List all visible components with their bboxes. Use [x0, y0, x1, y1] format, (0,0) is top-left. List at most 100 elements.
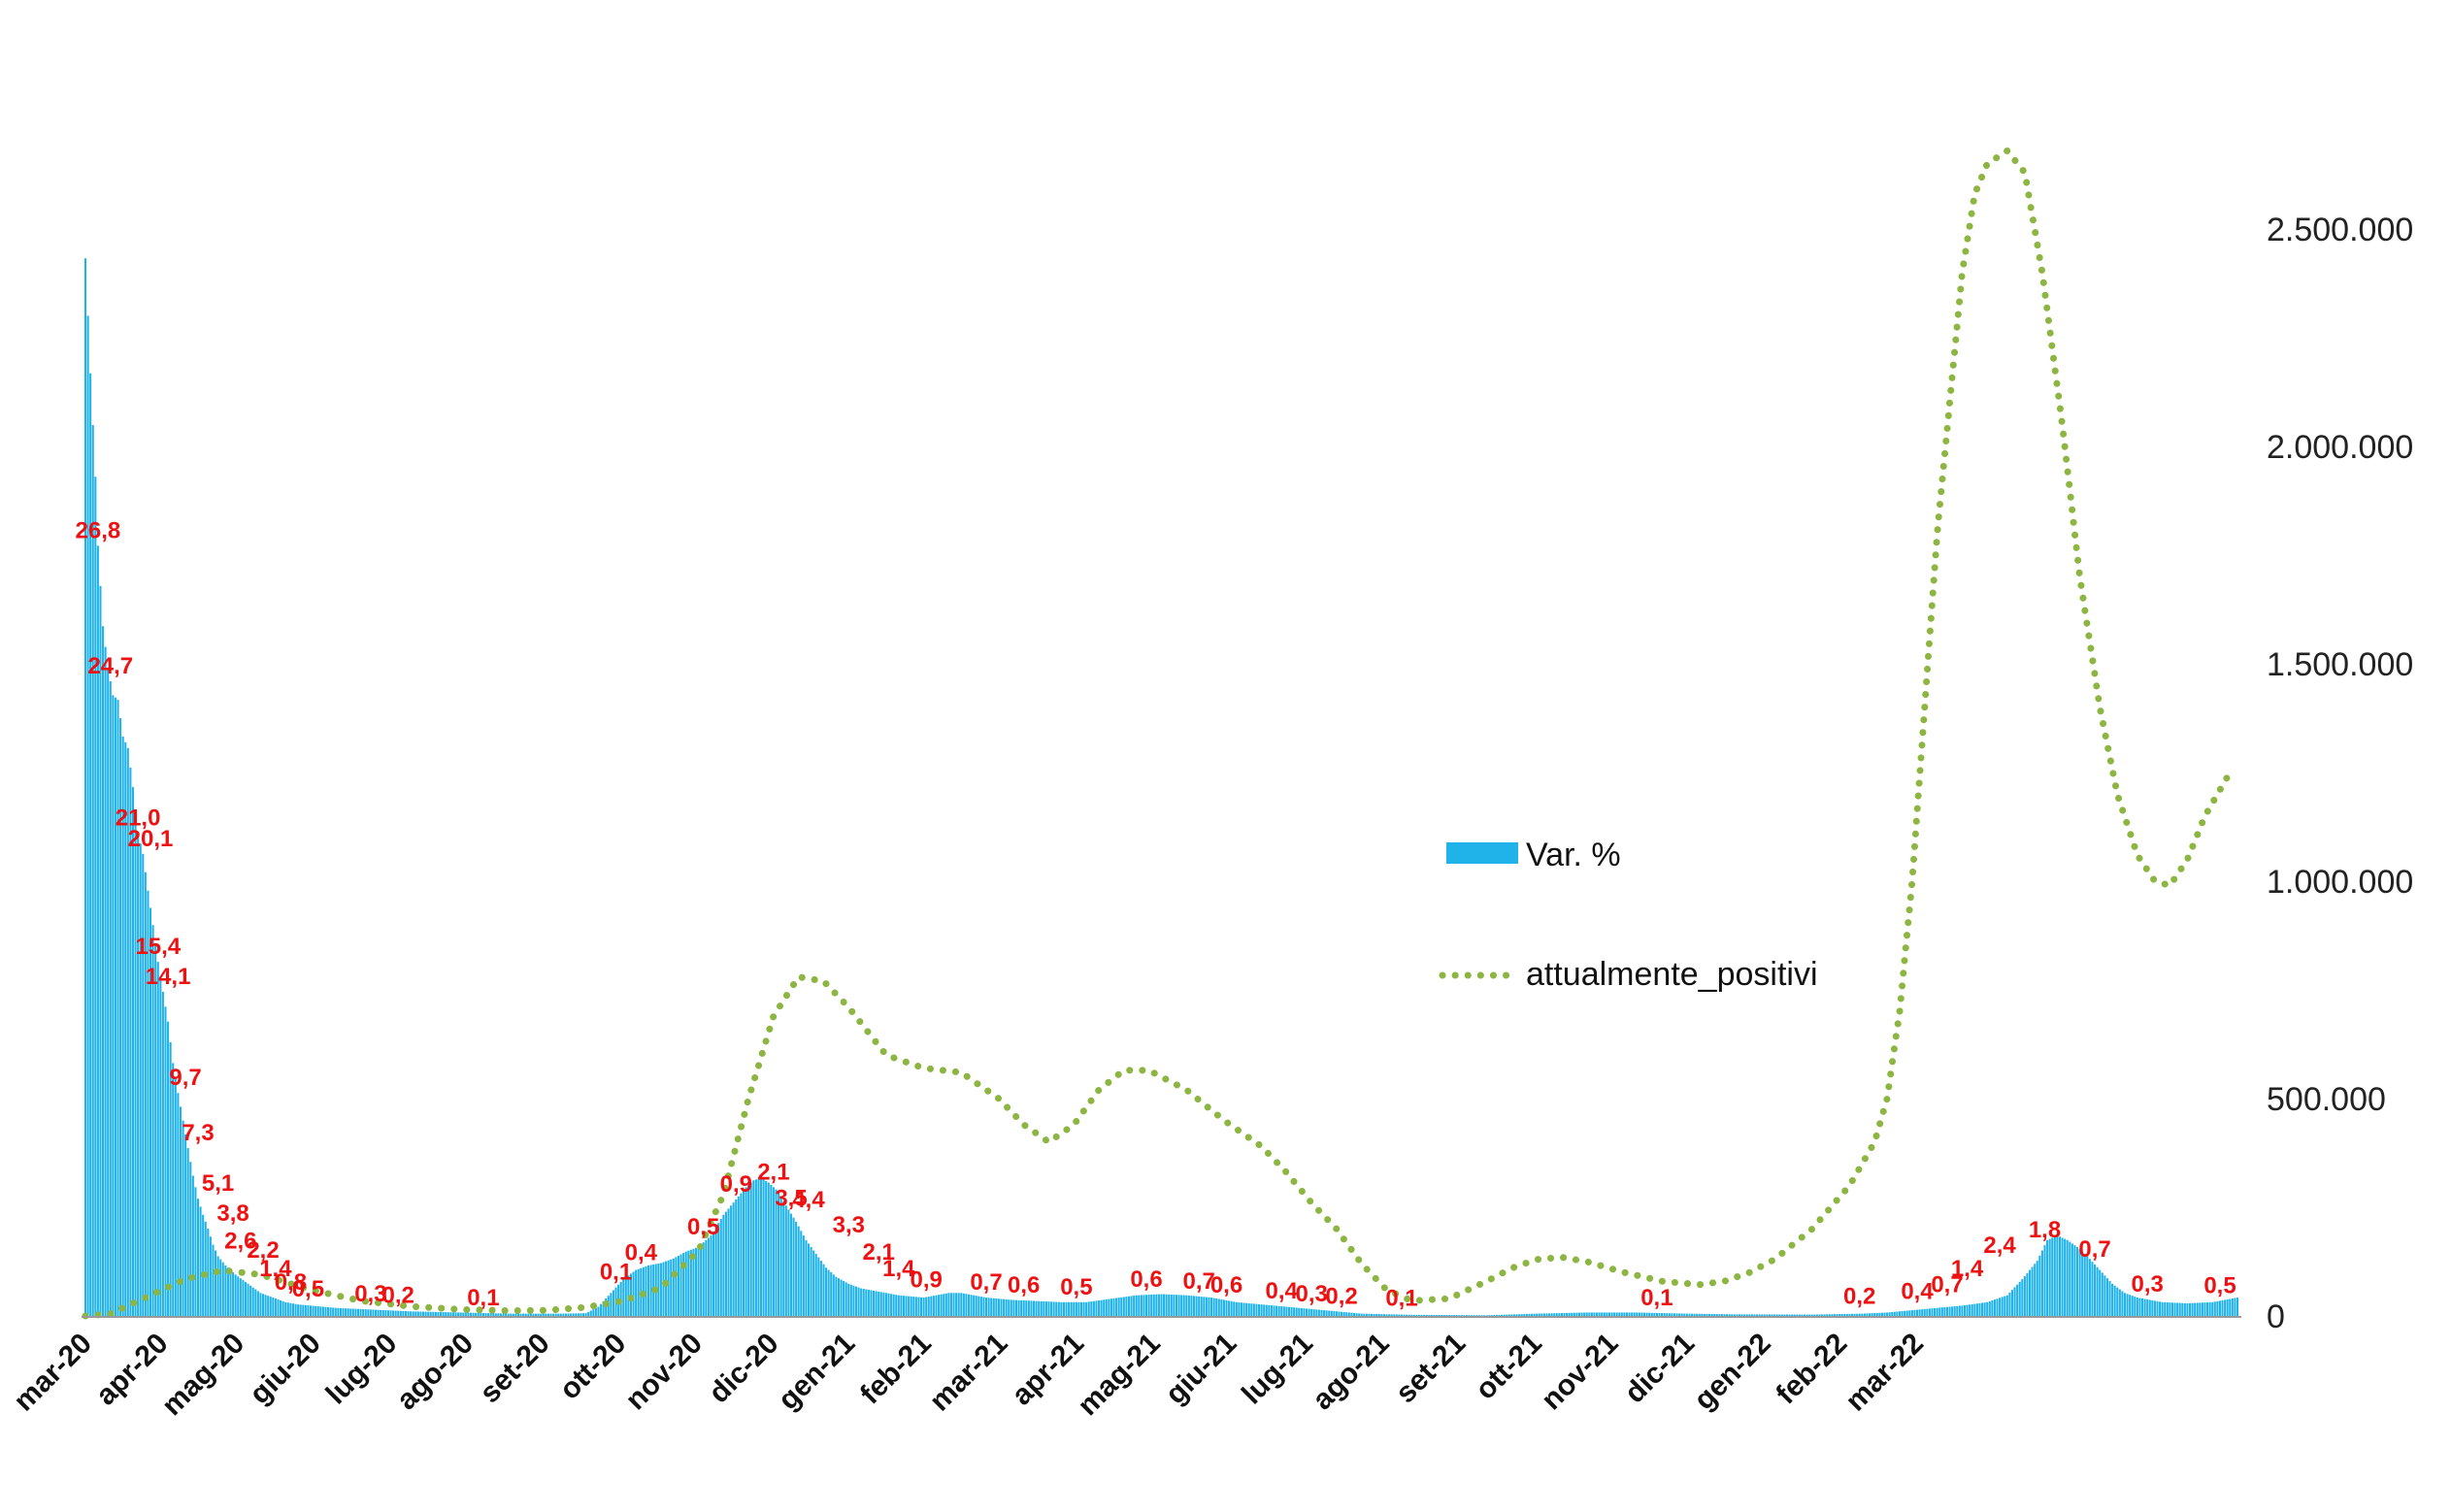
bar [1192, 1296, 1196, 1316]
bar [914, 1297, 917, 1316]
bar [1177, 1295, 1180, 1316]
bar [1077, 1301, 1080, 1316]
bar [1631, 1312, 1634, 1316]
bar [1352, 1312, 1356, 1316]
bar [1371, 1313, 1374, 1316]
x-tick-label: giu-21 [1160, 1328, 1243, 1411]
bar [772, 1187, 775, 1316]
bar [462, 1312, 465, 1316]
bar [717, 1223, 720, 1316]
bar [151, 925, 154, 1316]
bar [1801, 1314, 1804, 1316]
bar [930, 1296, 933, 1316]
x-tick-label: mag-21 [1072, 1328, 1167, 1423]
bar [1358, 1313, 1361, 1316]
bar [1951, 1306, 1954, 1316]
bar [1463, 1315, 1466, 1316]
x-tick-label: dic-21 [1618, 1328, 1701, 1410]
bar [112, 695, 115, 1316]
bar [362, 1309, 365, 1316]
bar [710, 1235, 712, 1316]
bar [1545, 1313, 1548, 1316]
bar [532, 1313, 535, 1316]
bar [2146, 1298, 2149, 1316]
bar [256, 1291, 259, 1316]
bar [2056, 1235, 2059, 1316]
bar [1853, 1313, 1856, 1316]
bar [1623, 1312, 1626, 1316]
bar [705, 1239, 708, 1316]
bar [377, 1309, 380, 1316]
bar [2021, 1279, 2024, 1316]
bar [2051, 1237, 2054, 1316]
bar [1693, 1313, 1696, 1316]
data-label: 20,1 [128, 826, 174, 852]
bar [1856, 1313, 1859, 1316]
bar [840, 1279, 843, 1316]
bar [1020, 1299, 1023, 1316]
legend-bar-swatch [1446, 842, 1518, 864]
bar [1878, 1312, 1881, 1316]
bar [1503, 1314, 1506, 1316]
bar [1398, 1314, 1401, 1316]
bar [1510, 1314, 1513, 1316]
bar [812, 1250, 815, 1316]
bar [827, 1269, 830, 1316]
bar [1130, 1296, 1133, 1316]
bar [2186, 1302, 2189, 1316]
bar [1650, 1312, 1653, 1316]
bar [554, 1313, 557, 1316]
bar [1477, 1315, 1480, 1316]
bar [294, 1303, 297, 1316]
bar [1312, 1309, 1315, 1316]
bar [2173, 1302, 2176, 1316]
bar [635, 1269, 638, 1316]
bar [742, 1190, 745, 1316]
x-tick-label: giu-20 [244, 1328, 327, 1411]
bar [291, 1303, 294, 1316]
bar [610, 1293, 613, 1316]
bar [277, 1298, 280, 1316]
bar [339, 1307, 342, 1316]
data-label: 0,4 [1901, 1279, 1934, 1305]
bar [1328, 1310, 1331, 1316]
bar [1533, 1313, 1536, 1316]
bar [2201, 1302, 2203, 1316]
bar [995, 1298, 998, 1316]
bar [126, 747, 129, 1316]
bar [1720, 1314, 1723, 1316]
bar [1536, 1313, 1539, 1316]
bar [475, 1312, 478, 1316]
bar [1112, 1298, 1115, 1316]
bar [280, 1299, 282, 1316]
bar [987, 1298, 990, 1316]
bar [156, 962, 159, 1316]
x-tick-label: lug-21 [1236, 1328, 1319, 1411]
bar [649, 1265, 652, 1316]
bar [1848, 1313, 1851, 1316]
data-label: 1,4 [259, 1256, 292, 1282]
bar [1287, 1306, 1290, 1316]
bar [1808, 1314, 1811, 1316]
bar [107, 667, 110, 1316]
bar [2040, 1250, 2043, 1316]
y-tick-label: 1.500.000 [2267, 646, 2413, 683]
bar [1778, 1314, 1781, 1316]
bar [1350, 1312, 1353, 1316]
bar [730, 1205, 733, 1316]
bar [1523, 1314, 1526, 1316]
bar [1988, 1300, 1991, 1316]
bar [1515, 1314, 1518, 1316]
bar [792, 1217, 795, 1316]
bar [1075, 1301, 1077, 1316]
bar [2161, 1301, 2164, 1316]
bar [1168, 1294, 1171, 1316]
bar [497, 1313, 500, 1316]
bar [908, 1296, 911, 1316]
bar [1198, 1296, 1201, 1316]
bar [359, 1308, 362, 1316]
bar [1973, 1303, 1976, 1316]
data-label: 0,1 [600, 1260, 632, 1286]
data-label: 0,3 [1296, 1281, 1328, 1307]
data-label: 0,1 [467, 1285, 499, 1311]
